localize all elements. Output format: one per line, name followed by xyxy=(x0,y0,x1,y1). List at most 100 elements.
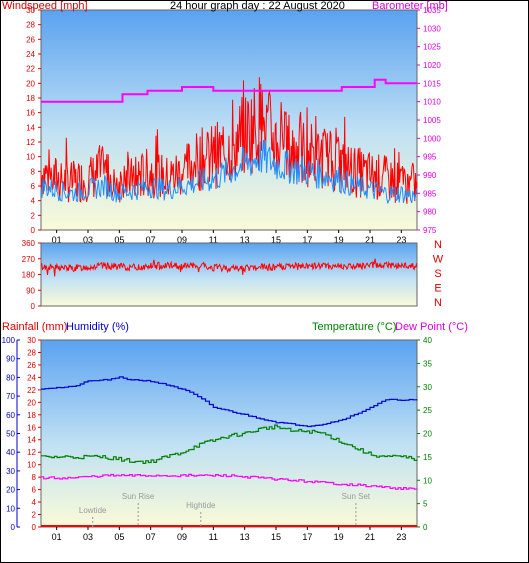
rain-y-tick-label: 4 xyxy=(32,498,37,507)
rain-y-tick-label: 8 xyxy=(32,473,37,482)
rain-y-tick-label: 22 xyxy=(27,386,36,395)
temp-x-tick-label: 19 xyxy=(334,532,344,542)
temp-x-tick-label: 17 xyxy=(302,532,312,542)
rain-y-tick-label: 24 xyxy=(27,373,36,382)
rain-y-tick-label: 26 xyxy=(27,361,36,370)
wind-x-tick-label: 05 xyxy=(114,235,124,245)
baro-y-tick-label: 1030 xyxy=(423,24,441,33)
baro-y-tick-label: 975 xyxy=(423,226,437,235)
temp-y-tick-label: 5 xyxy=(423,500,428,509)
wind-axes: 0246810121416182022242628309759809859909… xyxy=(26,6,441,245)
wind-x-tick-label: 09 xyxy=(177,235,187,245)
temp-panel-background xyxy=(40,339,418,528)
baro-y-tick-label: 1025 xyxy=(423,43,441,52)
rain-y-tick-label: 20 xyxy=(27,398,36,407)
dir-y-tick-label: 0 xyxy=(31,302,36,311)
wind-x-tick-label: 13 xyxy=(240,235,250,245)
wind-y-tick-label: 18 xyxy=(26,94,35,103)
temp-x-tick-label: 07 xyxy=(146,532,156,542)
temp-y-tick-label: 15 xyxy=(423,453,432,462)
annotation-label: Sun Set xyxy=(342,492,371,501)
humidity-axis-label: Humidity (%) xyxy=(66,321,129,333)
rain-y-tick-label: 2 xyxy=(32,511,37,520)
wind-y-tick-label: 16 xyxy=(26,109,35,118)
dewpoint-axis-label: Dew Point (°C) xyxy=(395,321,468,333)
humidity-y-tick-label: 10 xyxy=(6,504,15,513)
humidity-y-tick-label: 40 xyxy=(6,448,15,457)
baro-y-tick-label: 1000 xyxy=(423,134,441,143)
compass-label: E xyxy=(434,283,441,295)
temp-y-tick-label: 40 xyxy=(423,336,432,345)
dir-y-tick-label: 180 xyxy=(22,271,36,280)
humidity-y-tick-label: 80 xyxy=(6,373,15,382)
rain-y-tick-label: 12 xyxy=(27,448,36,457)
annotation-label: Lowtide xyxy=(79,506,107,515)
barometer-axis-label: Barometer [mb] xyxy=(372,0,448,12)
wind-y-tick-label: 6 xyxy=(31,182,36,191)
temp-y-tick-label: 0 xyxy=(423,523,428,532)
temp-y-tick-label: 20 xyxy=(423,430,432,439)
wind-x-tick-label: 21 xyxy=(365,235,375,245)
avg-wind-line xyxy=(40,139,418,204)
baro-y-tick-label: 985 xyxy=(423,189,437,198)
temp-x-tick-label: 21 xyxy=(365,532,375,542)
temp-x-tick-label: 03 xyxy=(83,532,93,542)
temperature-axis-label: Temperature (°C) xyxy=(312,321,396,333)
wind-y-tick-label: 24 xyxy=(26,50,35,59)
rain-y-tick-label: 30 xyxy=(27,336,36,345)
rain-y-tick-label: 6 xyxy=(32,486,37,495)
annotation-label: Sun Rise xyxy=(122,492,155,501)
dir-y-tick-label: 90 xyxy=(26,286,35,295)
rain-y-tick-label: 18 xyxy=(27,411,36,420)
rain-y-tick-label: 10 xyxy=(27,461,36,470)
humidity-y-tick-label: 90 xyxy=(6,355,15,364)
wind-y-tick-label: 0 xyxy=(31,226,36,235)
humidity-y-tick-label: 20 xyxy=(6,486,15,495)
wind-y-tick-label: 2 xyxy=(31,211,36,220)
humidity-y-tick-label: 50 xyxy=(6,430,15,439)
compass-label: S xyxy=(434,268,441,280)
wind-series xyxy=(40,77,418,204)
rain-y-tick-label: 16 xyxy=(27,423,36,432)
baro-y-tick-label: 1035 xyxy=(423,6,441,15)
direction-series xyxy=(40,258,418,277)
humidity-y-tick-label: 60 xyxy=(6,411,15,420)
wind-x-tick-label: 23 xyxy=(396,235,406,245)
temp-y-tick-label: 35 xyxy=(423,359,432,368)
dir-y-tick-label: 360 xyxy=(22,239,36,248)
rain-y-tick-label: 14 xyxy=(27,436,36,445)
temp-x-tick-label: 15 xyxy=(271,532,281,542)
wind-y-tick-label: 12 xyxy=(26,138,35,147)
wind-axis-label: Windspeed [mph] xyxy=(2,0,88,12)
rain-y-tick-label: 0 xyxy=(32,523,37,532)
baro-y-tick-label: 995 xyxy=(423,153,437,162)
compass-label: N xyxy=(434,297,442,309)
baro-y-tick-label: 1020 xyxy=(423,61,441,70)
chart-title: 24 hour graph day : 22 August 2020 xyxy=(170,0,345,12)
temp-y-tick-label: 10 xyxy=(423,476,432,485)
dir-y-tick-label: 270 xyxy=(22,255,36,264)
humidity-line xyxy=(41,376,418,428)
temp-x-tick-label: 05 xyxy=(114,532,124,542)
baro-y-tick-label: 990 xyxy=(423,171,437,180)
temperature-line xyxy=(41,424,418,464)
humidity-y-tick-label: 100 xyxy=(2,336,16,345)
wind-y-tick-label: 20 xyxy=(26,79,35,88)
baro-y-tick-label: 1010 xyxy=(423,98,441,107)
wind-direction-line xyxy=(40,258,418,277)
annotation-label: Hightide xyxy=(186,501,216,510)
wind-x-tick-label: 01 xyxy=(52,235,62,245)
wind-x-tick-label: 07 xyxy=(146,235,156,245)
humidity-y-tick-label: 30 xyxy=(6,467,15,476)
temp-axes: 0246810121416182022242628300102030405060… xyxy=(2,336,433,542)
temp-x-tick-label: 01 xyxy=(52,532,62,542)
rainfall-axis-label: Rainfall (mm) xyxy=(2,321,67,333)
wind-y-tick-label: 14 xyxy=(26,123,35,132)
rain-y-tick-label: 28 xyxy=(27,348,36,357)
baro-y-tick-label: 1005 xyxy=(423,116,441,125)
temp-series xyxy=(41,376,418,527)
barometer-line xyxy=(41,78,417,103)
wind-x-tick-label: 17 xyxy=(302,235,312,245)
